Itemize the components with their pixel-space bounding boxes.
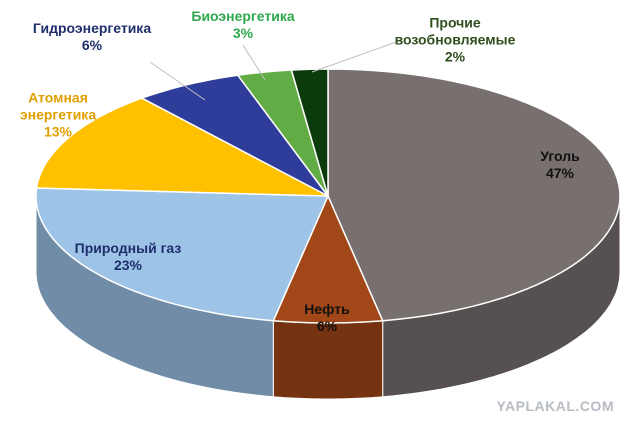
value-label: 47%: [545, 165, 575, 181]
slice: [327, 68, 621, 322]
leader-line: [242, 44, 266, 81]
category-label: Гидроэнергетика: [32, 20, 152, 36]
category-label: Нефть: [304, 301, 350, 317]
slice: [35, 97, 329, 197]
leader-line: [311, 39, 403, 73]
value-label: 6%: [316, 318, 338, 334]
data-label: Природный газ 23%: [58, 240, 198, 274]
data-label: Нефть 6%: [287, 301, 367, 335]
slice: [140, 74, 329, 197]
category-label: Атомная энергетика: [19, 89, 97, 123]
data-label: Атомная энергетика 13%: [3, 90, 113, 141]
value-label: 2%: [444, 48, 466, 65]
data-label: Биоэнергетика 3%: [183, 8, 303, 42]
slice: [290, 68, 329, 197]
data-label: Гидроэнергетика 6%: [17, 20, 167, 54]
category-label: Уголь: [540, 148, 580, 164]
data-label: Прочие возобновляемые 2%: [375, 15, 535, 66]
slice: [272, 194, 384, 324]
category-label: Прочие возобновляемые: [394, 14, 516, 48]
data-label: Уголь 47%: [520, 148, 600, 182]
value-label: 3%: [232, 25, 254, 41]
category-label: Биоэнергетика: [191, 8, 295, 24]
watermark: YAPLAKAL.COM: [496, 398, 614, 414]
category-label: Природный газ: [74, 240, 182, 256]
slice: [35, 187, 330, 322]
leader-line: [149, 61, 206, 101]
value-label: 6%: [81, 37, 103, 53]
slice: [236, 69, 329, 197]
value-label: 23%: [113, 257, 143, 273]
value-label: 13%: [43, 123, 73, 140]
